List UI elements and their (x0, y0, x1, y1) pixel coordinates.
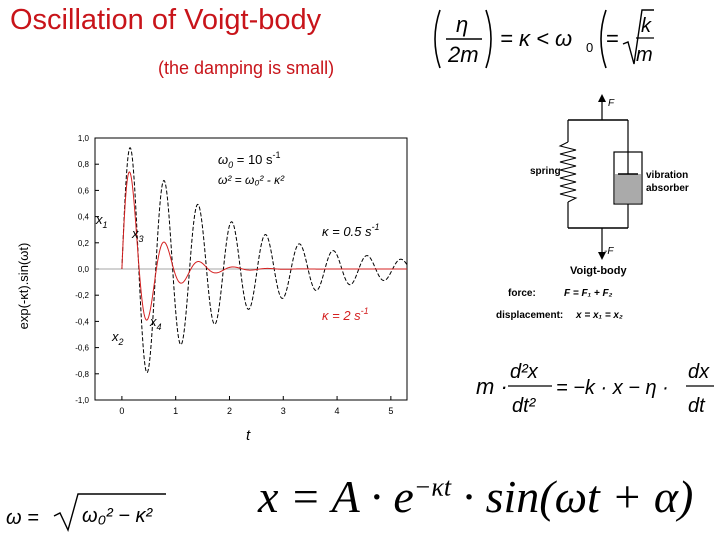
x-tick-label: 0 (119, 406, 124, 416)
y-tick-label: 0,4 (78, 213, 90, 222)
kappa-black-label: κ = 0.5 s-1 (322, 222, 380, 239)
kappa-less-omega: = κ < ω (500, 26, 572, 51)
y-tick-label: 0,6 (78, 186, 90, 195)
y-tick-label: -0,8 (75, 370, 89, 379)
omega-sub-zero: 0 (586, 40, 593, 55)
x-tick-label: 2 (227, 406, 232, 416)
y-tick-label: -0,2 (75, 291, 89, 300)
two-m: 2m (447, 42, 479, 67)
x-tick-label: 5 (388, 406, 393, 416)
force-row-equation: F = F₁ + F₂ (564, 288, 613, 299)
omega-radicand: ω₀² − κ² (82, 505, 153, 527)
solution-exponent: −κt (413, 472, 452, 502)
spring-icon (558, 141, 578, 203)
x3-label: x3 (131, 226, 144, 244)
x2-label: x2 (111, 329, 124, 347)
y-tick-label: -0,6 (75, 344, 89, 353)
y-tick-label: 0,0 (78, 265, 90, 274)
series-kappa-0.5 (121, 147, 408, 374)
x-tick-label: 1 (173, 406, 178, 416)
voigt-body-diagram: F -F spring vibration absorber Voigt-bod… (496, 94, 689, 321)
d2x-numerator: d²x (510, 361, 539, 383)
force-top-label: F (608, 98, 615, 109)
kappa-red-label: κ = 2 s-1 (322, 306, 369, 323)
spring-label: spring (530, 166, 561, 177)
slide-title: Oscillation of Voigt-body (10, 4, 322, 36)
dt2-denominator: dt² (512, 395, 537, 417)
omega-equation: ω = ω₀² − κ² (6, 493, 166, 533)
y-axis-label: exp(-κt).sin(ωt) (18, 243, 31, 330)
dt-denominator: dt (688, 395, 706, 417)
motion-middle-terms: = −k · x − η · (556, 377, 669, 399)
omega-lhs: ω = (6, 507, 39, 529)
force-row-label: force: (508, 288, 536, 299)
oscillation-chart: 1,0 0,8 0,6 0,4 0,2 0,0 -0,2 -0,4 -0,6 -0,8 -1,0 0… (18, 134, 408, 444)
displacement-row-label: displacement: (496, 310, 563, 321)
y-tick-label: 0,2 (78, 239, 90, 248)
y-tick-label: 0,8 (78, 160, 90, 169)
condition-equation: η 2m = κ < ω 0 = k m (426, 4, 656, 74)
slide-subtitle: (the damping is small) (158, 58, 335, 78)
absorber-label-2: absorber (646, 183, 689, 194)
voigt-body-label: Voigt-body (570, 265, 627, 277)
series-kappa-2 (121, 171, 407, 321)
mass-term: m · (476, 374, 508, 399)
displacement-row-equation: x = x₁ = x₂ (575, 310, 623, 321)
condition-equation-svg: η 2m = κ < ω 0 = k m (434, 9, 654, 69)
solution-equation: x = A · e−κt · sin(ωt + α) (258, 470, 693, 523)
solution-rhs: · sin(ωt + α) (451, 471, 694, 522)
y-tick-label: -1,0 (75, 396, 89, 405)
force-bottom-label: -F (604, 246, 614, 257)
y-tick-label: 1,0 (78, 134, 90, 143)
eta-symbol: η (456, 12, 468, 37)
solution-lhs: x = A · e (258, 471, 414, 522)
x4-label: x4 (149, 314, 162, 332)
equals-sign: = (606, 26, 619, 51)
motion-equation: m · d²x dt² = −k · x − η · dx dt (476, 361, 714, 417)
x-axis: 0 1 2 3 4 5 (119, 396, 393, 416)
absorber-label-1: vibration (646, 170, 688, 181)
k-symbol: k (641, 15, 652, 37)
omega-relation: ω² = ω₀² - κ² (218, 173, 285, 187)
x-tick-label: 3 (281, 406, 286, 416)
omega0-annotation: ω0 = 10 s-1 (218, 150, 281, 170)
dx-numerator: dx (688, 361, 710, 383)
y-tick-label: -0,4 (75, 317, 89, 326)
x-tick-label: 4 (335, 406, 340, 416)
x1-label: x1 (95, 212, 108, 230)
x-axis-label: t (246, 427, 251, 444)
m-symbol: m (636, 44, 653, 66)
